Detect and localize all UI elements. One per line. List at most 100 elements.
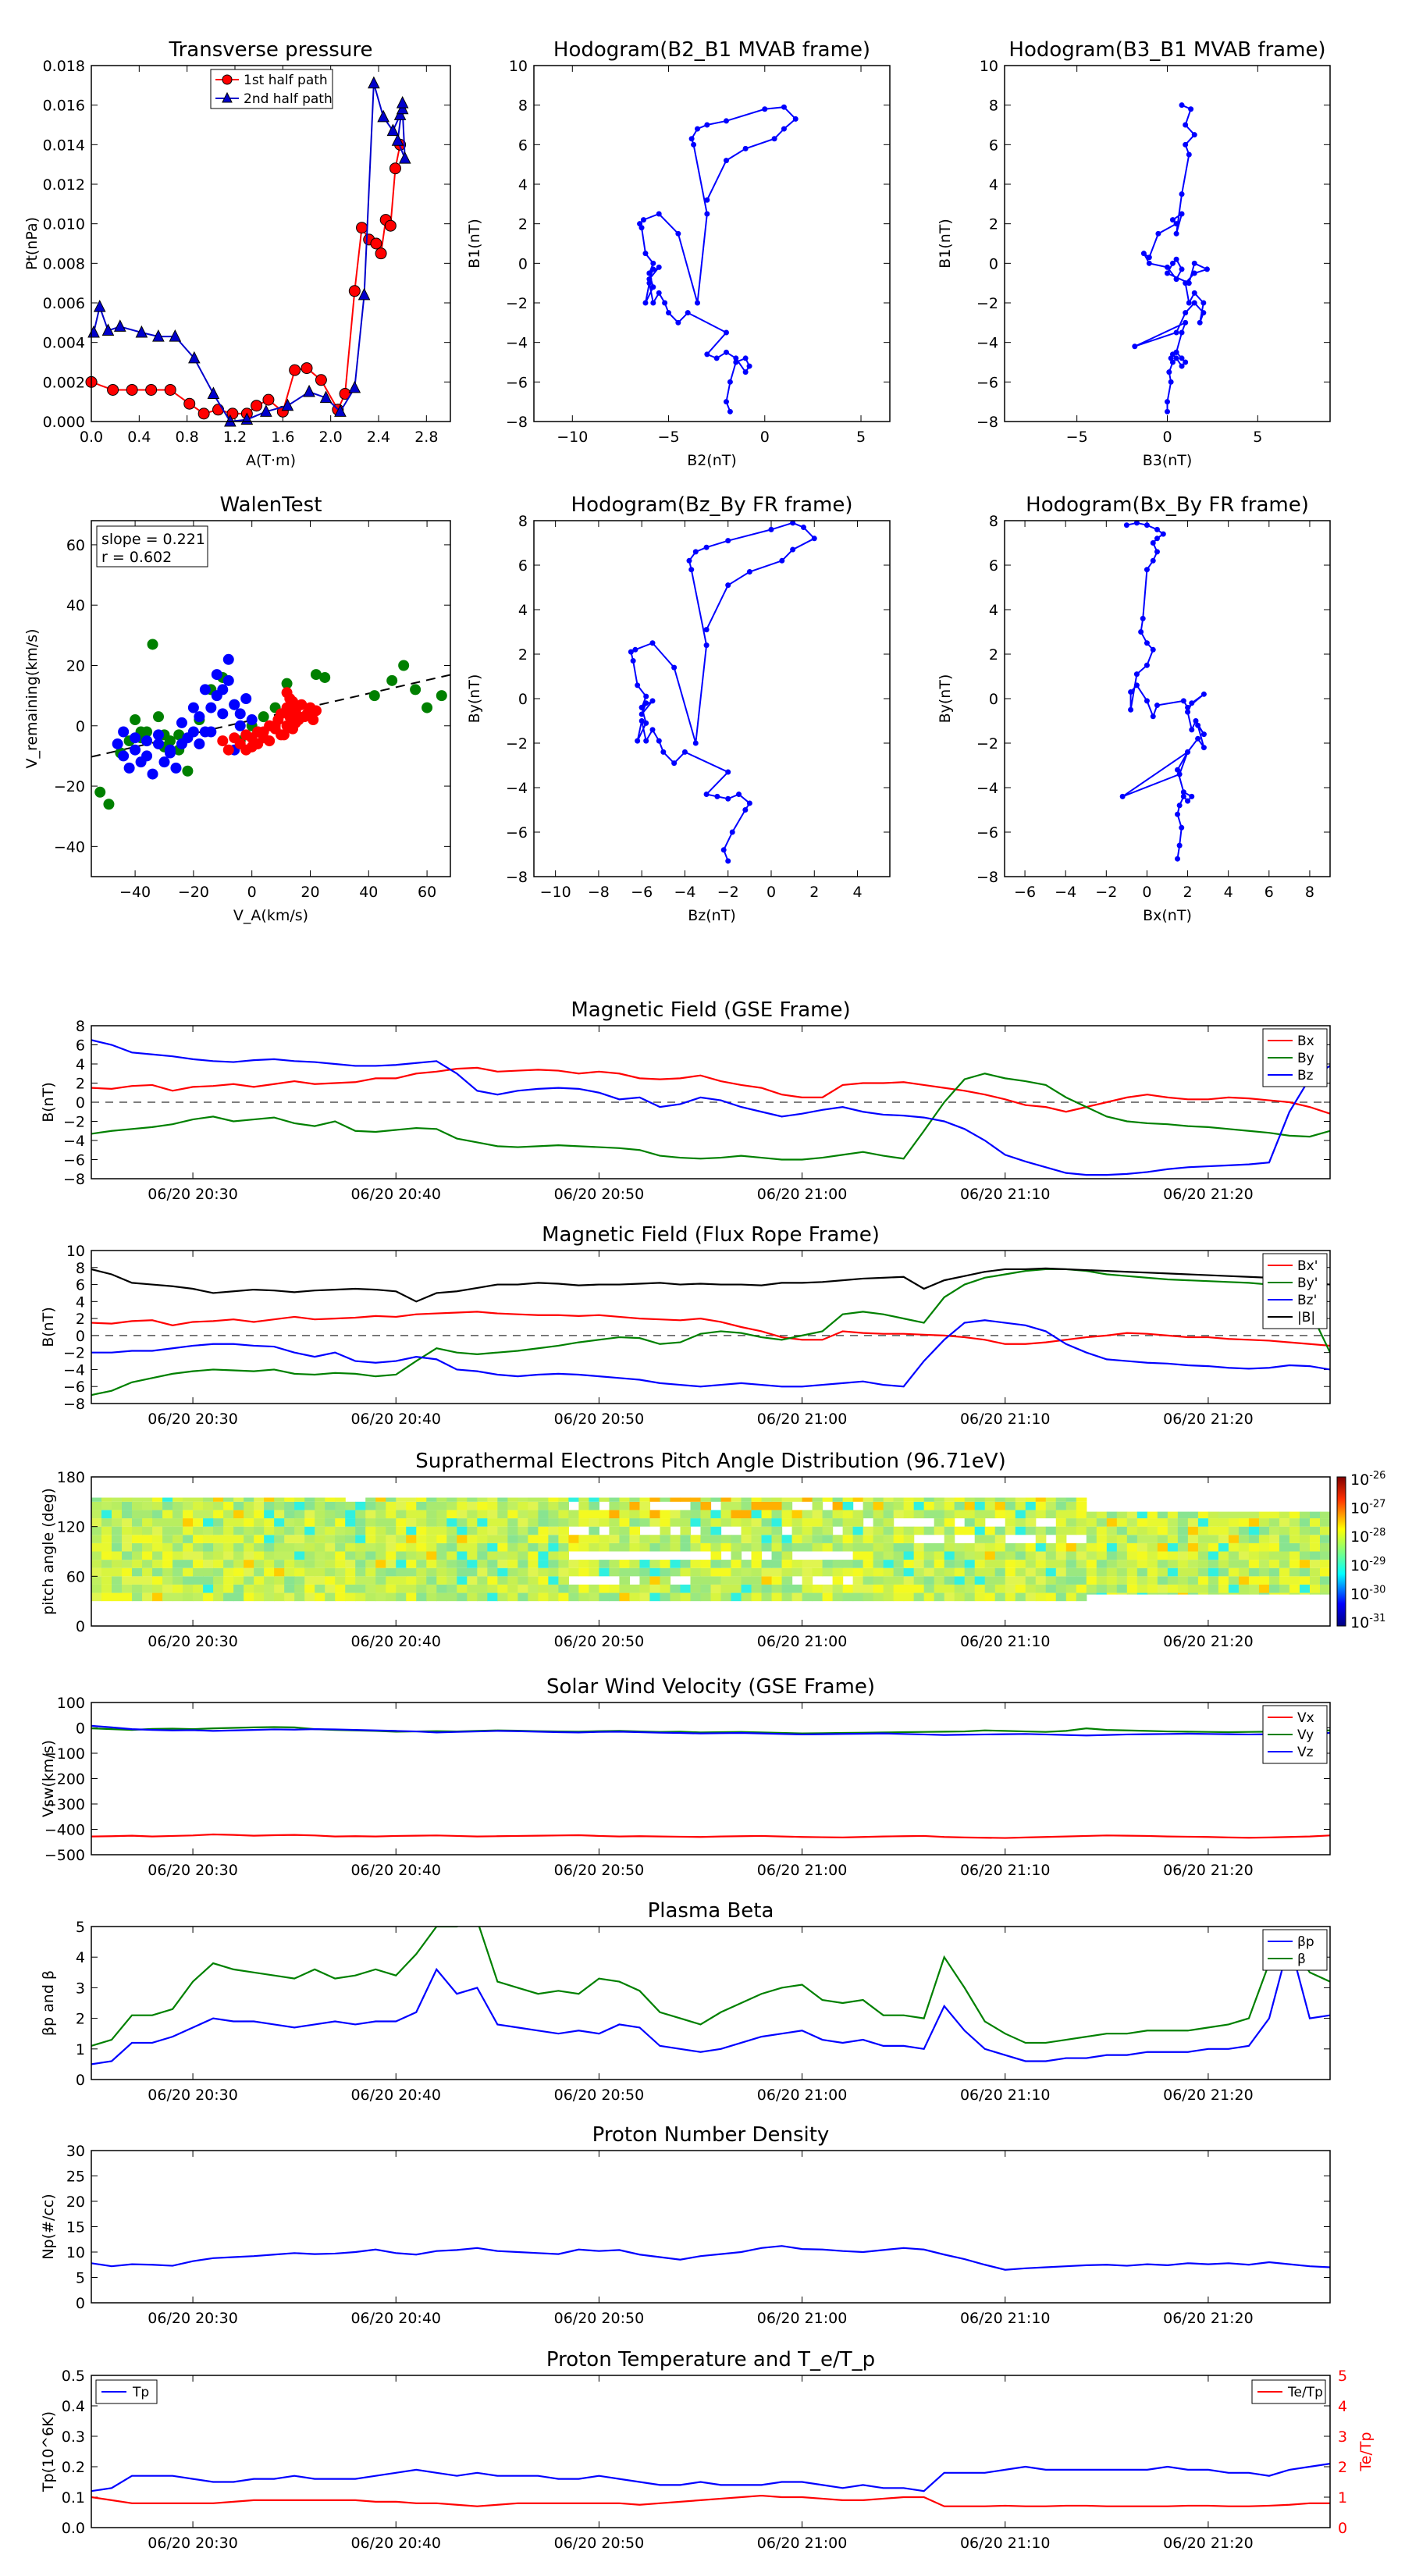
pad-cell: [101, 1535, 112, 1543]
pad-cell: [1309, 1567, 1321, 1577]
h1-data: [637, 104, 799, 415]
pad-cell: [568, 1560, 579, 1568]
pad-cell: [518, 1535, 528, 1543]
pad-cell: [934, 1497, 945, 1502]
walen-point-green: [319, 671, 331, 683]
pad-cell: [578, 1560, 590, 1568]
bfr-legend: Bx'By'Bz'|B|: [1262, 1253, 1328, 1329]
pad-cell: [751, 1551, 763, 1560]
pad-cell: [1076, 1542, 1087, 1552]
pad-cell: [1309, 1535, 1321, 1543]
bfr-line-Bz: [91, 1319, 1330, 1388]
pad-ytick-label: 180: [57, 1469, 85, 1486]
pad-cell: [416, 1592, 427, 1602]
beta-ytick-label: 2: [76, 2011, 85, 2028]
pad-cell: [1279, 1511, 1290, 1519]
h1-xtick-label: 0: [760, 429, 770, 446]
pad-cell: [1157, 1526, 1168, 1535]
pad-cell: [1279, 1592, 1290, 1595]
pad-cell: [984, 1535, 996, 1543]
pad-cell: [1116, 1592, 1128, 1595]
pad-cell: [1218, 1526, 1229, 1535]
pad-cell: [1106, 1526, 1118, 1535]
h2-marker: [1191, 270, 1197, 276]
pad-cell: [873, 1576, 884, 1585]
pad-cell: [629, 1592, 641, 1602]
pad-cell: [528, 1592, 539, 1602]
pad-cell: [365, 1584, 376, 1593]
pad-cell: [335, 1551, 346, 1560]
pad-xtick-label: 06/20 20:40: [350, 1633, 441, 1650]
h1-marker: [781, 104, 787, 110]
pad-cell: [883, 1584, 895, 1593]
pad-cell: [1126, 1511, 1138, 1519]
tp-marker: [396, 96, 409, 109]
pad-cell: [91, 1576, 102, 1585]
pad-cell: [528, 1567, 539, 1577]
pad-cell: [1258, 1592, 1270, 1595]
pad-cell: [416, 1526, 427, 1535]
pad-cell: [284, 1535, 295, 1543]
pad-cell: [142, 1535, 153, 1543]
h1-marker: [656, 290, 662, 296]
pad-cell: [1319, 1511, 1331, 1519]
pad-cell: [629, 1567, 641, 1577]
h4-marker: [1185, 704, 1191, 710]
pad-cell: [1248, 1518, 1260, 1527]
pad-cell: [1268, 1560, 1280, 1568]
pad-cell: [1319, 1592, 1331, 1595]
bgse-legend-label: By: [1297, 1051, 1314, 1066]
pad-cell: [467, 1592, 478, 1602]
pad-cell: [558, 1497, 569, 1502]
pad-cell: [1177, 1551, 1189, 1560]
h4-xtick-label: −4: [1055, 884, 1076, 901]
pad-cell: [873, 1501, 884, 1510]
pad-cell: [345, 1592, 356, 1602]
pad-cell: [578, 1584, 590, 1593]
pad-cell: [1045, 1551, 1057, 1560]
h4-marker: [1138, 629, 1144, 635]
pad-cell: [436, 1535, 447, 1543]
walen-point-blue: [141, 735, 153, 747]
pad-cell: [670, 1592, 681, 1602]
tp-data: [85, 76, 411, 427]
walen-point-red: [252, 738, 264, 749]
walen-point-blue: [194, 738, 205, 749]
pad-cell: [132, 1526, 143, 1535]
pad-cell: [1147, 1518, 1158, 1527]
pad-cell: [142, 1497, 153, 1502]
h1-marker: [666, 310, 672, 316]
pad-cell: [142, 1518, 153, 1527]
h1-ytick-label: −4: [506, 335, 528, 352]
pad-cell: [690, 1501, 702, 1510]
bfr-ytick-label: 2: [76, 1311, 85, 1328]
pad-cell: [832, 1501, 844, 1510]
pad-cell: [873, 1510, 884, 1519]
pad-cell: [1005, 1497, 1016, 1502]
pad-cell: [213, 1567, 224, 1577]
pad-cell: [761, 1518, 773, 1527]
pad-cell: [244, 1510, 254, 1519]
pad-cell: [507, 1535, 518, 1543]
bgse-panel: Magnetic Field (GSE Frame)−8−6−4−202468B…: [40, 998, 1331, 1203]
h2-marker: [1183, 122, 1189, 128]
pad-cell: [223, 1584, 234, 1593]
pad-cell: [365, 1526, 376, 1535]
pad-cell: [213, 1592, 224, 1602]
h4-marker: [1189, 700, 1195, 706]
pad-cell: [193, 1567, 204, 1577]
pad-cell: [162, 1526, 173, 1535]
pad-cell: [873, 1551, 884, 1560]
pad-cell: [487, 1576, 498, 1585]
pad-cell: [1065, 1551, 1077, 1560]
pad-cell: [223, 1551, 234, 1560]
pad-cell: [1279, 1551, 1290, 1560]
pad-cell: [487, 1535, 498, 1543]
pad-cell: [264, 1560, 275, 1568]
pad-cell: [548, 1567, 559, 1577]
pad-cell: [1238, 1511, 1250, 1519]
np-ytick-label: 0: [76, 2295, 85, 2312]
pad-cell: [720, 1542, 732, 1552]
